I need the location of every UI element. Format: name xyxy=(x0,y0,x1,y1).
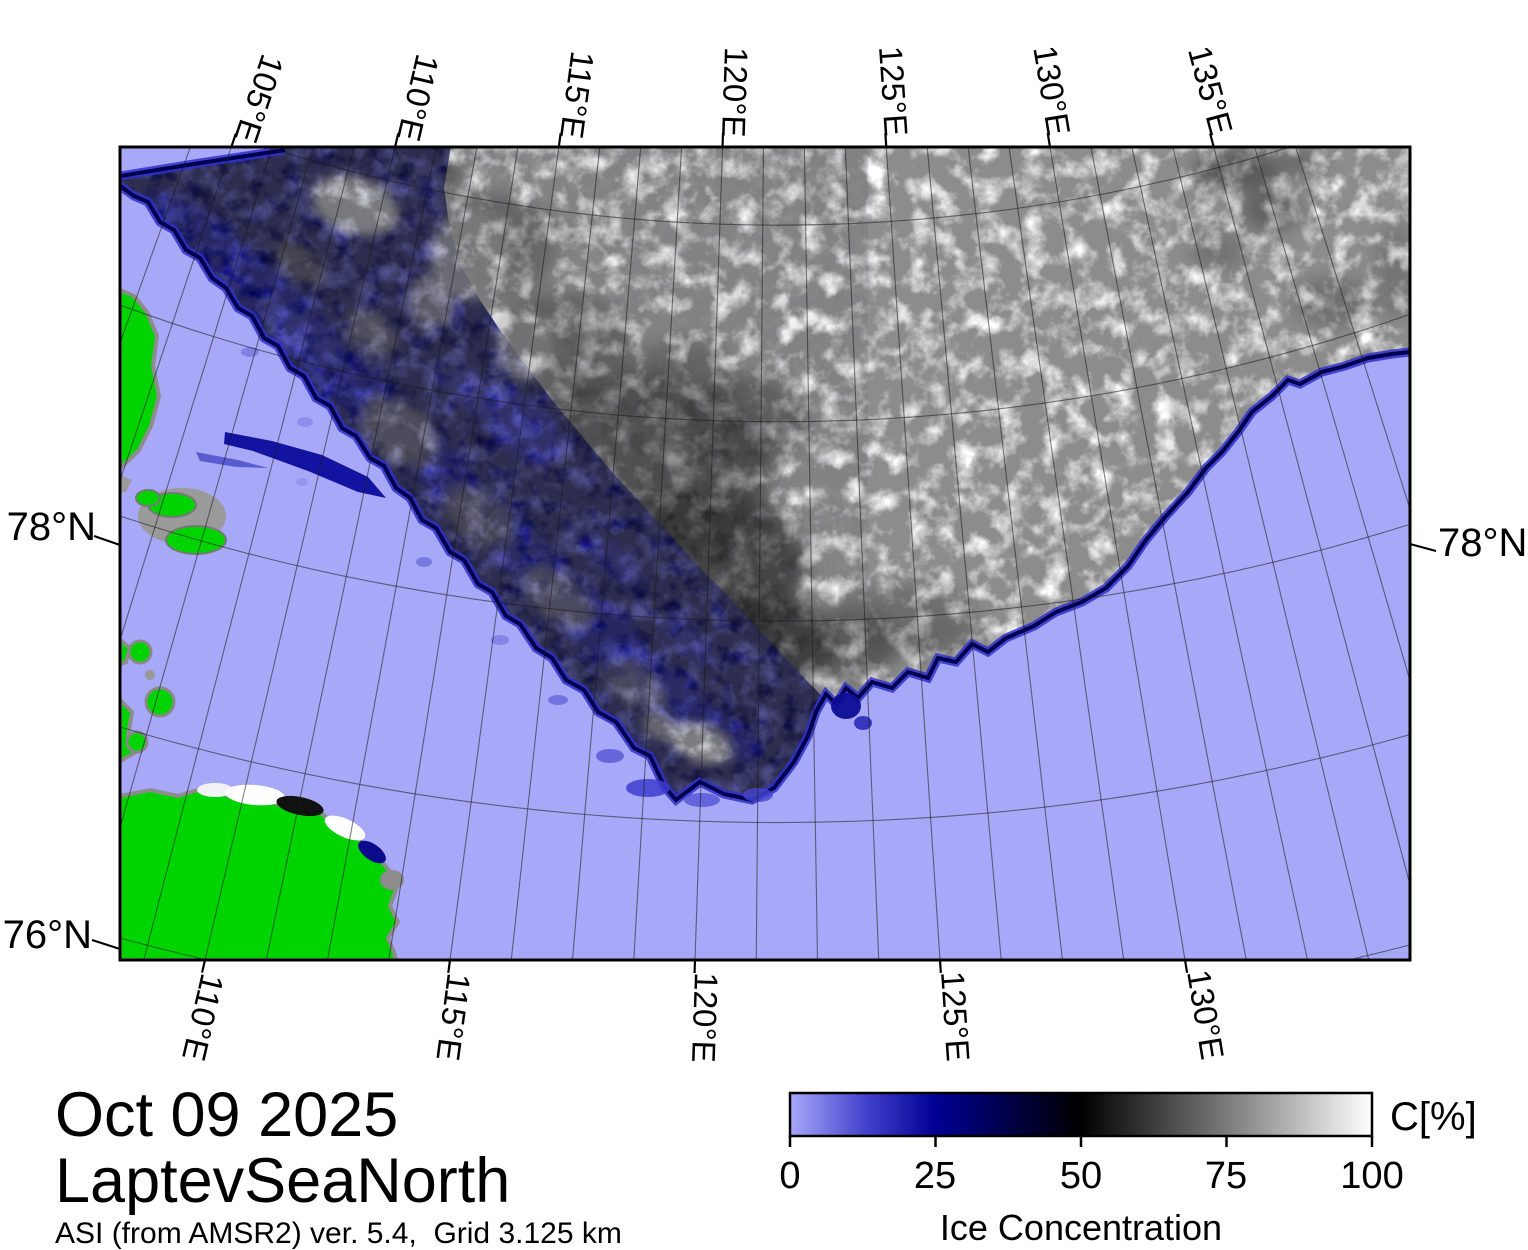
top-axis-labels: 105°E 110°E 115°E 120°E 125°E 130°E 135°… xyxy=(227,42,1240,147)
caption-info: ASI (from AMSR2) ver. 5.4, Grid 3.125 km xyxy=(55,1217,622,1250)
lon-label-bottom-125: 125°E xyxy=(934,970,977,1063)
lon-label-bottom-110: 110°E xyxy=(175,970,231,1064)
lon-label-top-105: 105°E xyxy=(227,50,291,147)
lon-label-bottom-115: 115°E xyxy=(429,971,477,1063)
caption-block: Oct 09 2025 LaptevSeaNorth ASI (from AMS… xyxy=(55,1080,622,1250)
colorbar-tick-75: 75 xyxy=(1205,1155,1247,1197)
colorbar-unit-label: C[%] xyxy=(1390,1095,1477,1139)
longitude-ticks xyxy=(200,132,1215,974)
lon-label-top-120: 120°E xyxy=(715,47,755,138)
lon-label-bottom-120: 120°E xyxy=(685,972,725,1063)
colorbar-tick-0: 0 xyxy=(779,1155,800,1197)
latitude-labels: 78°N 76°N 78°N xyxy=(3,505,1528,957)
lat-label-left-78: 78°N xyxy=(7,505,96,549)
lon-label-top-115: 115°E xyxy=(553,49,601,141)
severnaya-zemlya-coast xyxy=(120,287,162,471)
graticule xyxy=(120,147,1410,960)
colorbar-tick-100: 100 xyxy=(1340,1155,1403,1197)
colorbar: 0 25 50 75 100 C[%] Ice Concentration xyxy=(779,1091,1477,1248)
lon-label-top-135: 135°E xyxy=(1181,42,1240,139)
colorbar-gradient xyxy=(788,1091,1374,1138)
lat-label-right-78: 78°N xyxy=(1438,521,1527,565)
colorbar-tick-50: 50 xyxy=(1060,1155,1102,1197)
ice-edge-line xyxy=(120,148,1410,803)
land-masses xyxy=(120,287,401,960)
map-area xyxy=(120,147,1410,960)
lon-label-top-130: 130°E xyxy=(1026,43,1077,138)
bottom-axis-labels: 110°E 115°E 120°E 125°E 130°E xyxy=(175,967,1231,1064)
lat-label-left-76: 76°N xyxy=(3,913,92,957)
coastal-ice-patches xyxy=(197,783,404,890)
lon-label-bottom-130: 130°E xyxy=(1180,967,1231,1062)
colorbar-tick-marks xyxy=(788,1136,1374,1147)
caption-region: LaptevSeaNorth xyxy=(55,1146,510,1216)
colorbar-title: Ice Concentration xyxy=(940,1207,1222,1248)
caption-date: Oct 09 2025 xyxy=(55,1080,398,1150)
map-border xyxy=(118,145,1412,962)
colorbar-tick-25: 25 xyxy=(914,1155,956,1197)
loose-ice-wisps xyxy=(196,347,872,807)
lon-label-top-125: 125°E xyxy=(872,45,915,138)
left-edge-islet-1 xyxy=(120,637,133,667)
latitude-ticks xyxy=(91,534,1437,951)
lon-label-top-110: 110°E xyxy=(390,51,446,145)
